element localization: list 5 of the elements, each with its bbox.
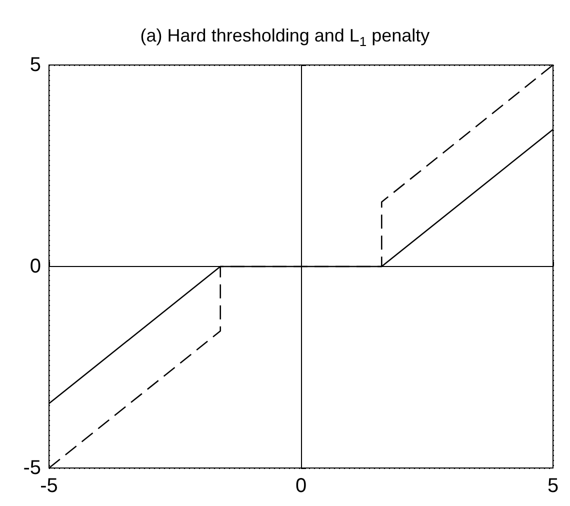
x-tick-label: 5 xyxy=(547,475,559,497)
y-tick-label: 5 xyxy=(30,54,41,76)
x-tick-label: 0 xyxy=(295,475,307,497)
y-tick-label: 0 xyxy=(30,256,41,278)
y-tick-label: -5 xyxy=(23,457,41,479)
